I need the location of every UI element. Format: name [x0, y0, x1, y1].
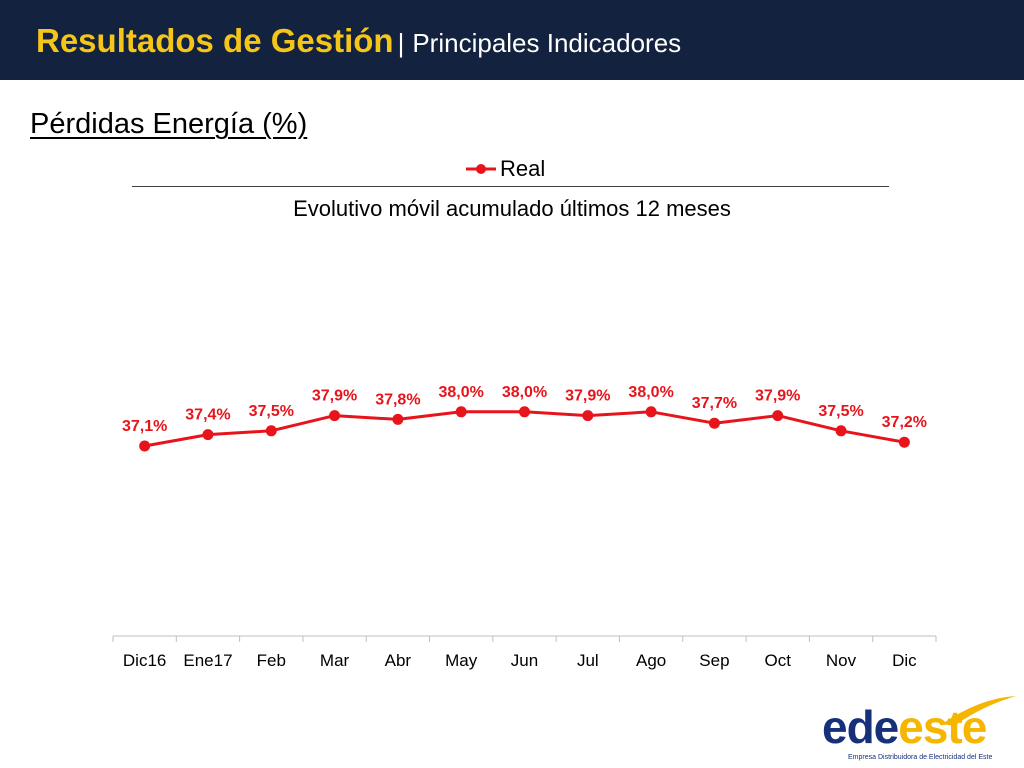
- x-tick-label: Nov: [826, 651, 857, 670]
- data-point: [645, 406, 657, 418]
- header-bar: Resultados de Gestión | Principales Indica…: [0, 0, 1024, 80]
- data-point: [898, 436, 910, 448]
- x-tick-label: Dic16: [123, 651, 166, 670]
- page-title: Resultados de Gestión: [36, 22, 394, 59]
- data-point: [455, 406, 467, 418]
- data-label: 37,9%: [755, 388, 800, 405]
- legend-label-real: Real: [500, 156, 546, 181]
- logo-text-este: este: [898, 701, 987, 753]
- data-label: 37,5%: [818, 403, 863, 420]
- data-point: [582, 410, 594, 422]
- x-tick-label: Jul: [577, 651, 599, 670]
- logo-text-ede: ede: [822, 701, 899, 753]
- data-point: [392, 413, 404, 425]
- x-tick-label: Dic: [892, 651, 917, 670]
- data-label: 37,2%: [882, 414, 927, 431]
- data-point: [772, 410, 784, 422]
- legend-divider: [132, 186, 889, 187]
- data-label: 38,0%: [439, 384, 484, 401]
- data-label: 38,0%: [628, 384, 673, 401]
- data-point: [329, 410, 341, 422]
- data-label: 37,5%: [249, 403, 294, 420]
- data-label: 37,9%: [312, 388, 357, 405]
- x-tick-label: Abr: [385, 651, 412, 670]
- data-label: 38,0%: [502, 384, 547, 401]
- data-label: 37,8%: [375, 391, 420, 408]
- page-subtitle: Principales Indicadores: [412, 28, 682, 58]
- data-label: 37,4%: [185, 407, 230, 424]
- header-title-group: Resultados de Gestión | Principales Indica…: [36, 22, 681, 60]
- x-tick-label: Ene17: [183, 651, 232, 670]
- chart-title: Evolutivo móvil acumulado últimos 12 mes…: [293, 196, 731, 221]
- legend-line-marker-icon: [466, 164, 496, 174]
- data-point: [265, 425, 277, 437]
- data-point: [519, 406, 530, 418]
- logo-tagline: Empresa Distribuidora de Electricidad de…: [848, 754, 993, 761]
- x-tick-label: Oct: [765, 651, 792, 670]
- data-label: 37,1%: [122, 418, 167, 435]
- data-point: [708, 417, 720, 429]
- data-label: 37,7%: [692, 395, 737, 412]
- logo-wordmark: edeeste: [822, 701, 987, 753]
- x-tick-label: Ago: [636, 651, 666, 670]
- logo-swoosh-icon: [942, 696, 1016, 726]
- x-tick-label: Mar: [320, 651, 350, 670]
- x-tick-label: Sep: [699, 651, 729, 670]
- data-label: 37,9%: [565, 388, 610, 405]
- data-point: [139, 440, 151, 452]
- chart-legend: Real: [466, 155, 545, 183]
- data-point: [835, 425, 847, 437]
- x-tick-label: May: [445, 651, 478, 670]
- edeeste-logo: edeeste Empresa Distribuidora de Electri…: [820, 694, 1020, 766]
- section-title: Pérdidas Energía (%): [30, 108, 308, 140]
- x-tick-label: Feb: [257, 651, 286, 670]
- title-separator: |: [397, 28, 405, 58]
- data-point: [202, 429, 214, 441]
- x-tick-label: Jun: [511, 651, 538, 670]
